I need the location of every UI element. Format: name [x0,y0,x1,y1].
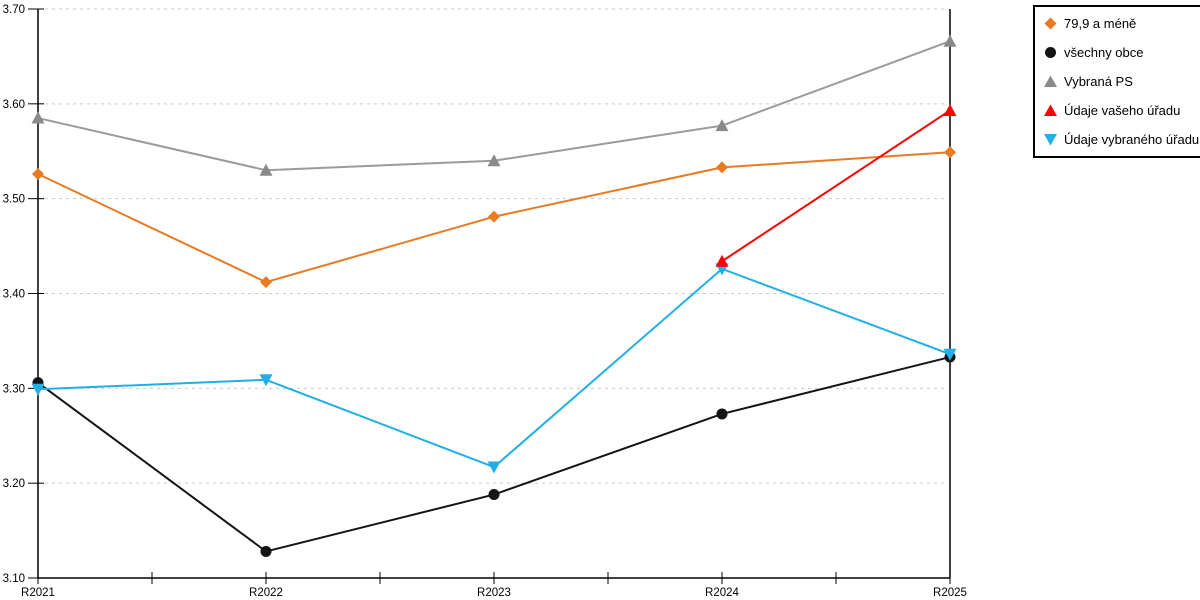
legend-item-vybrana-ps: Vybraná PS [1043,69,1200,95]
data-point-series-1 [260,545,272,557]
x-axis-label: R2024 [705,587,739,599]
legend-item-vsechny-obce: všechny obce [1043,40,1200,66]
data-point-series-1 [716,408,728,420]
data-point-series-0 [716,161,728,174]
y-axis-label: 3.10 [3,573,25,585]
legend-label: 79,9 a méně [1064,16,1137,31]
x-axis-label: R2023 [477,587,511,599]
data-point-series-0 [32,168,44,181]
data-point-series-2 [943,34,957,47]
y-axis-label: 3.20 [3,478,25,490]
legend-item-79-9-a-mene: 79,9 a méně [1043,11,1200,37]
y-axis-label: 3.50 [3,194,25,206]
data-point-series-4 [943,348,957,361]
data-point-series-2 [715,119,729,132]
x-axis-label: R2021 [21,587,55,599]
data-point-series-3 [943,103,957,116]
series-line-2 [37,40,951,172]
legend-label: Vybraná PS [1064,74,1133,89]
legend-item-udaje-vaseho-uradu: Údaje vašeho úřadu [1043,98,1200,124]
chart-legend: 79,9 a méně všechny obce Vybraná PS Údaj… [1033,5,1200,158]
data-point-series-2 [31,111,45,124]
triangle-up-marker-icon [1044,104,1057,116]
data-point-series-4 [259,374,273,387]
data-point-series-3 [715,254,729,267]
y-axis-label: 3.40 [3,289,25,301]
legend-label: všechny obce [1064,45,1144,60]
y-axis-label: 3.60 [3,99,25,111]
data-point-series-4 [31,383,45,396]
circle-marker-icon [1045,47,1056,58]
data-point-series-0 [944,146,956,159]
legend-label: Údaje vašeho úřadu [1064,103,1181,118]
series-line-4 [37,267,951,469]
data-point-series-4 [487,461,501,474]
y-axis-label: 3.30 [3,383,25,395]
data-point-series-2 [487,154,501,167]
diamond-marker-icon [1044,17,1057,30]
data-point-series-0 [488,210,500,223]
legend-label: Údaje vybraného úřadu [1064,132,1200,147]
data-point-series-2 [259,163,273,176]
triangle-up-marker-icon [1044,75,1057,87]
triangle-down-marker-icon [1044,134,1057,146]
series-line-3 [721,109,951,263]
data-point-series-0 [260,276,272,289]
x-axis-label: R2022 [249,587,283,599]
x-axis-label: R2025 [933,587,967,599]
series-line-1 [37,356,951,553]
data-point-series-1 [488,489,500,501]
y-axis-label: 3.70 [3,4,25,16]
legend-item-udaje-vybraneho-uradu: Údaje vybraného úřadu [1043,127,1200,153]
